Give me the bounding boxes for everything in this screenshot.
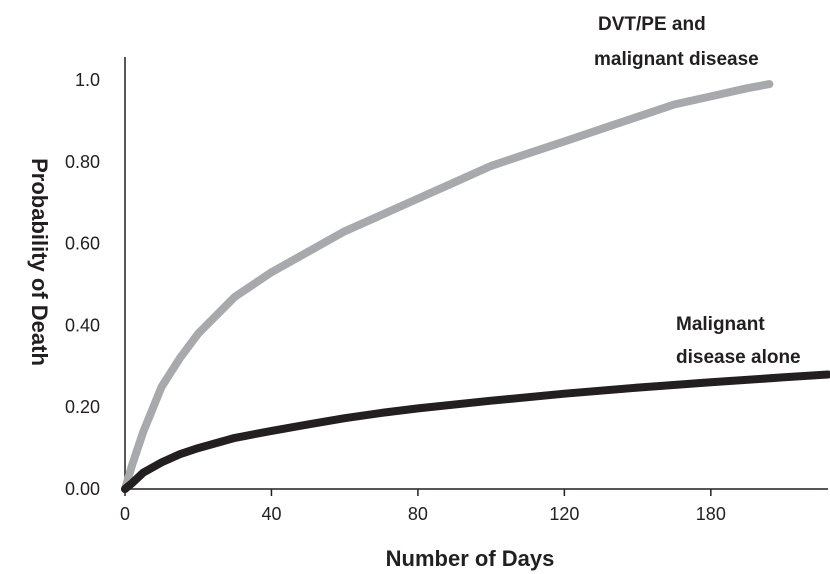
series-1-annotation: DVT/PE and malignant disease [594, 14, 759, 70]
series-2-annotation-line-2: disease alone [676, 347, 801, 368]
y-tick-label: 1.0 [75, 70, 100, 90]
x-tick-label: 180 [696, 504, 726, 524]
x-tick-label: 0 [120, 504, 130, 524]
x-tick-label: 40 [261, 504, 281, 524]
y-tick-label: 0.80 [65, 152, 100, 172]
series-1-annotation-line-1: DVT/PE and [598, 14, 706, 35]
x-tick-label: 80 [408, 504, 428, 524]
y-tick-label: 0.40 [65, 315, 100, 335]
series-2-line [121, 370, 830, 493]
y-ticks: 0.00 0.20 0.40 0.60 0.80 1.0 [65, 70, 100, 499]
y-tick-label: 0.60 [65, 234, 100, 254]
series-layer [121, 80, 830, 493]
y-tick-label: 0.20 [65, 397, 100, 417]
axes [124, 57, 828, 490]
series-1-line [121, 80, 774, 493]
y-tick-label: 0.00 [65, 479, 100, 499]
x-tick-label: 120 [549, 504, 579, 524]
series-2-annotation: Malignant disease alone [676, 314, 801, 368]
y-axis-title: Probability of Death [27, 158, 52, 366]
series-1-annotation-line-2: malignant disease [594, 49, 759, 70]
x-ticks: 0 40 80 120 180 [120, 489, 726, 524]
x-axis-title: Number of Days [386, 546, 555, 571]
series-2-annotation-line-1: Malignant [676, 314, 765, 335]
